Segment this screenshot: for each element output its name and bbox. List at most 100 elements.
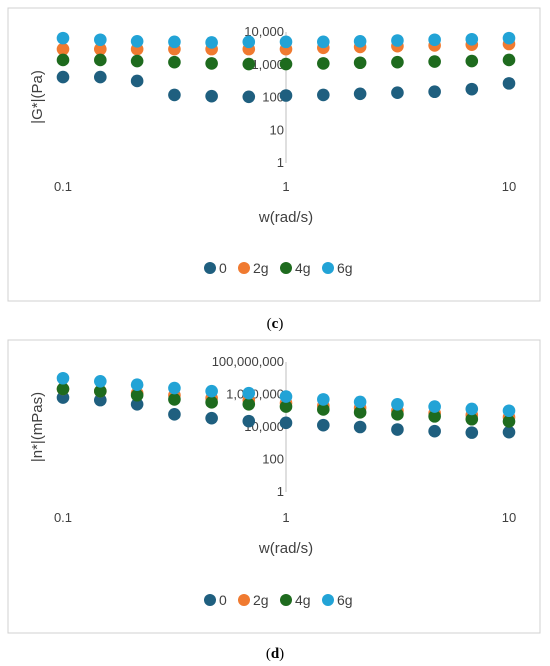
data-point-6g — [391, 397, 404, 411]
data-point-0 — [205, 411, 218, 425]
legend-label: 6g — [337, 592, 353, 608]
data-point-0 — [56, 70, 70, 84]
data-point-6g — [428, 400, 441, 413]
data-point-0 — [130, 397, 144, 411]
data-point-4g — [205, 57, 218, 70]
y-tick-label: 100 — [262, 452, 284, 467]
x-tick-label: 10 — [502, 510, 516, 525]
data-point-6g — [94, 374, 107, 388]
data-point-0 — [391, 86, 404, 100]
data-point-4g — [279, 57, 293, 71]
data-point-4g — [130, 54, 144, 68]
legend-label: 0 — [219, 260, 227, 276]
legend-marker — [238, 594, 250, 606]
data-point-4g — [205, 396, 218, 409]
legend-label: 4g — [295, 260, 311, 276]
data-point-4g — [317, 403, 330, 416]
data-point-0 — [353, 87, 367, 101]
chart-frame-d — [7, 339, 541, 634]
data-point-4g — [317, 57, 330, 70]
legend-label: 0 — [219, 592, 227, 608]
data-point-4g — [94, 384, 107, 398]
data-point-6g — [168, 35, 181, 49]
data-point-0 — [502, 425, 516, 439]
legend-label: 2g — [253, 592, 269, 608]
caption-d: (d) — [266, 646, 284, 662]
data-point-0 — [168, 88, 181, 102]
data-point-0 — [317, 88, 330, 102]
legend-label: 6g — [337, 260, 353, 276]
data-point-6g — [279, 35, 293, 49]
data-point-4g — [353, 406, 367, 419]
data-point-4g — [168, 55, 181, 69]
y-tick-label: 100,000,000 — [212, 354, 284, 369]
data-point-0 — [428, 424, 441, 438]
data-point-4g — [465, 412, 479, 426]
legend-marker — [204, 594, 216, 606]
x-tick-label: 0.1 — [54, 510, 72, 525]
data-point-0 — [465, 82, 479, 96]
data-point-2g — [94, 42, 107, 56]
legend-marker — [280, 262, 292, 274]
data-point-6g — [242, 35, 256, 49]
data-point-4g — [242, 57, 256, 71]
data-point-6g — [279, 390, 293, 403]
y-axis-label: |G*|(Pa) — [29, 70, 46, 124]
data-point-6g — [465, 402, 479, 416]
data-point-4g — [56, 53, 70, 67]
data-point-2g — [56, 42, 70, 56]
x-tick-label: 10 — [502, 179, 516, 194]
data-point-0 — [279, 416, 293, 430]
data-point-0 — [317, 418, 330, 432]
data-point-0 — [391, 423, 404, 436]
data-point-4g — [465, 54, 479, 68]
data-point-6g — [130, 378, 144, 392]
data-point-4g — [94, 53, 107, 67]
legend-label: 2g — [253, 260, 269, 276]
data-point-6g — [130, 35, 144, 48]
data-point-6g — [205, 36, 218, 49]
data-point-6g — [168, 381, 181, 395]
y-tick-label: 10 — [270, 122, 284, 137]
y-axis-label: |n*|(mPas) — [29, 392, 46, 462]
data-point-6g — [242, 386, 256, 400]
data-point-0 — [94, 70, 107, 84]
legend-marker — [204, 262, 216, 274]
data-point-4g — [502, 53, 516, 67]
y-tick-label: 1 — [277, 484, 284, 499]
x-tick-label: 0.1 — [54, 179, 72, 194]
x-tick-label: 1 — [282, 179, 289, 194]
chart-c: 1 10 100 1,000 10,000 0.1 1 10 w(rad/s) |G*|(Pa) 0… — [29, 24, 516, 276]
data-point-6g — [502, 31, 516, 45]
data-point-6g — [56, 371, 70, 385]
data-point-6g — [205, 384, 218, 398]
data-point-6g — [465, 32, 479, 46]
y-tick-label: 1 — [277, 155, 284, 170]
data-point-6g — [317, 393, 330, 406]
legend-marker — [322, 594, 334, 606]
data-point-4g — [391, 55, 404, 69]
data-point-0 — [353, 420, 367, 434]
x-tick-label: 1 — [282, 510, 289, 525]
x-axis-label: w(rad/s) — [258, 209, 313, 226]
y-tick-label: 1,000,000 — [226, 387, 284, 402]
data-point-4g — [428, 410, 441, 423]
data-point-0 — [279, 89, 293, 102]
data-point-0 — [502, 77, 516, 90]
data-point-4g — [502, 415, 516, 428]
legend-marker — [322, 262, 334, 274]
legend-label: 4g — [295, 592, 311, 608]
data-point-6g — [56, 31, 70, 45]
data-point-4g — [353, 56, 367, 70]
data-point-6g — [353, 35, 367, 48]
data-point-0 — [242, 90, 256, 104]
data-point-4g — [56, 382, 70, 396]
data-point-0 — [242, 414, 256, 428]
data-point-0 — [465, 426, 479, 439]
x-axis-label: w(rad/s) — [258, 540, 313, 557]
data-point-0 — [428, 85, 441, 99]
data-point-6g — [94, 33, 107, 47]
y-tick-label: 10,000 — [244, 24, 284, 39]
